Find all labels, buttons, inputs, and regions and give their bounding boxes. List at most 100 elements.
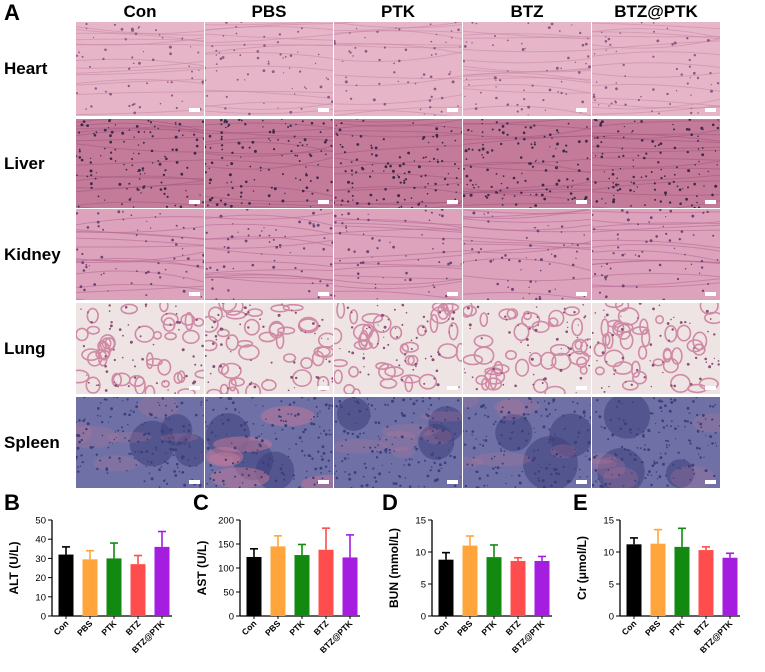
x-tick-label: PBS (75, 618, 95, 638)
histology-image-heart-ptk (334, 22, 462, 116)
x-tick-label: BTZ@PTK (318, 618, 355, 655)
row-label-spleen: Spleen (4, 432, 60, 452)
y-tick-label: 30 (35, 554, 46, 565)
scale-bar (705, 292, 716, 296)
histology-image-lung-con (76, 303, 204, 394)
scale-bar (576, 292, 587, 296)
histology-image-lung-btz (463, 303, 591, 394)
y-tick-label: 15 (415, 516, 426, 527)
histology-image-lung-ptk (334, 303, 462, 394)
scale-bar (705, 108, 716, 112)
x-tick-label: BTZ@PTK (130, 618, 167, 655)
y-tick-label: 5 (421, 580, 426, 591)
histology-image-heart-pbs (205, 22, 333, 116)
scale-bar (189, 292, 200, 296)
bar-ptk (674, 546, 690, 616)
scale-bar (189, 200, 200, 204)
scale-bar (576, 108, 587, 112)
scale-bar (576, 386, 587, 390)
column-header-btz-ptk: BTZ@PTK (614, 2, 698, 21)
histology-image-liver-btz (463, 119, 591, 208)
x-tick-label: Con (240, 618, 259, 637)
scale-bar (189, 108, 200, 112)
x-tick-label: Con (620, 618, 639, 637)
x-tick-label: Con (52, 618, 71, 637)
scale-bar (576, 200, 587, 204)
y-tick-label: 5 (609, 580, 614, 591)
scale-bar (705, 386, 716, 390)
histology-image-heart-btz-ptk (592, 22, 720, 116)
scale-bar (447, 386, 458, 390)
y-tick-label: 0 (609, 612, 614, 623)
panel-e-letter: E (573, 490, 588, 515)
bar-con (246, 556, 262, 616)
histology-image-spleen-btz (463, 397, 591, 488)
scale-bar (705, 480, 716, 484)
bar-pbs (650, 543, 666, 616)
row-label-heart: Heart (4, 59, 48, 78)
x-tick-label: BTZ (312, 618, 331, 637)
x-tick-label: PBS (643, 618, 663, 638)
histology-image-heart-btz (463, 22, 591, 116)
scale-bar (318, 480, 329, 484)
bar-btz-ptk (342, 557, 358, 616)
histology-image-kidney-btz (463, 209, 591, 300)
scale-bar (447, 108, 458, 112)
row-label-kidney: Kidney (4, 244, 61, 264)
histology-image-liver-ptk (334, 119, 462, 208)
histology-image-kidney-ptk (334, 209, 462, 300)
bar-btz (510, 560, 526, 616)
bar-ptk (294, 555, 310, 616)
bar-btz (318, 549, 334, 616)
x-tick-label: PBS (455, 618, 475, 638)
y-axis-label: Cr (μmol/L) (575, 536, 589, 600)
y-axis-label: ALT (U/L) (7, 541, 21, 594)
y-tick-label: 0 (41, 612, 46, 623)
histology-image-spleen-pbs (205, 397, 333, 488)
x-tick-label: Con (432, 618, 451, 637)
y-axis-label: BUN (mmol/L) (387, 528, 401, 608)
x-tick-label: BTZ (692, 618, 711, 637)
scale-bar (318, 108, 329, 112)
column-header-btz: BTZ (510, 2, 544, 21)
y-tick-label: 150 (218, 540, 234, 551)
row-label-lung: Lung (4, 338, 46, 358)
x-tick-label: PTK (667, 618, 687, 638)
y-tick-label: 0 (229, 612, 234, 623)
x-tick-label: BTZ (504, 618, 523, 637)
bar-ptk (106, 558, 122, 616)
scale-bar (189, 480, 200, 484)
y-tick-label: 20 (35, 573, 46, 584)
histology-image-spleen-btz-ptk (592, 397, 720, 488)
histology-image-heart-con (76, 22, 204, 116)
x-tick-label: BTZ@PTK (510, 618, 547, 655)
scale-bar (318, 200, 329, 204)
x-tick-label: BTZ@PTK (698, 618, 735, 655)
y-tick-label: 10 (35, 592, 46, 603)
histology-image-liver-btz-ptk (592, 119, 720, 208)
bar-ptk (486, 557, 502, 616)
y-tick-label: 40 (35, 535, 46, 546)
scale-bar (318, 386, 329, 390)
histology-image-liver-pbs (205, 119, 333, 208)
bar-btz (698, 550, 714, 616)
x-tick-label: PTK (479, 618, 499, 638)
panel-d-letter: D (382, 490, 398, 515)
y-tick-label: 15 (603, 516, 614, 527)
scale-bar (189, 386, 200, 390)
bar-pbs (82, 559, 98, 616)
bar-pbs (462, 545, 478, 616)
histology-image-liver-con (76, 119, 204, 208)
y-tick-label: 50 (223, 588, 234, 599)
column-header-ptk: PTK (381, 2, 415, 21)
scale-bar (576, 480, 587, 484)
bar-con (58, 554, 74, 616)
x-tick-label: PBS (263, 618, 283, 638)
bar-btz-ptk (722, 557, 738, 616)
bar-btz-ptk (534, 560, 550, 616)
scale-bar (318, 292, 329, 296)
row-label-liver: Liver (4, 153, 45, 173)
scale-bar (705, 200, 716, 204)
bar-con (626, 544, 642, 616)
x-tick-label: PTK (99, 618, 119, 638)
